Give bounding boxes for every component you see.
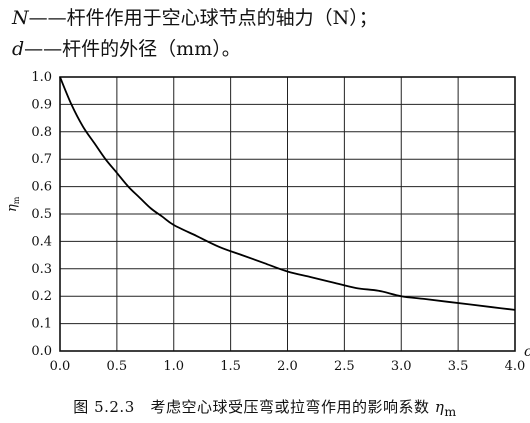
symbol-d: d xyxy=(12,38,25,60)
x-tick-label: 2.5 xyxy=(334,359,355,374)
x-tick-label: 3.5 xyxy=(448,359,469,374)
eta-curve xyxy=(59,76,516,311)
y-axis-label-subscript: m xyxy=(12,196,21,204)
y-tick-label: 0.2 xyxy=(31,289,52,304)
x-tick-label: 0.0 xyxy=(50,359,71,374)
x-axis-label: c xyxy=(524,344,530,360)
y-tick-label: 0.3 xyxy=(31,262,52,277)
definition-dash: —— xyxy=(28,7,67,29)
caption-symbol: η xyxy=(434,398,445,416)
y-tick-label: 0.9 xyxy=(31,97,52,112)
definition-line-n: N——杆件作用于空心球节点的轴力（N）； xyxy=(12,6,378,30)
y-tick-label: 1.0 xyxy=(31,70,52,85)
figure-number: 图 5.2.3 xyxy=(73,398,135,416)
x-tick-label: 3.0 xyxy=(391,359,412,374)
y-tick-label: 0.5 xyxy=(31,207,52,222)
figure-caption: 图 5.2.3 考虑空心球受压弯或拉弯作用的影响系数 ηm xyxy=(0,396,530,419)
x-tick-label: 2.0 xyxy=(277,359,298,374)
y-tick-label: 0.8 xyxy=(31,125,52,140)
x-tick-label: 0.5 xyxy=(107,359,128,374)
y-tick-label: 0.4 xyxy=(31,234,52,249)
y-tick-label: 0.0 xyxy=(31,344,52,359)
x-tick-label: 1.0 xyxy=(163,359,184,374)
eta-chart: 0.0 0.5 1.0 1.5 2.0 2.5 3.0 3.5 4.0 0.0 0.1 0.2 0.3 0… xyxy=(5,70,530,374)
definition-dash: —— xyxy=(24,38,63,60)
y-tick-label: 0.7 xyxy=(31,152,52,167)
x-tick-label: 4.0 xyxy=(505,359,526,374)
y-tick-label: 0.6 xyxy=(31,180,52,195)
plot-frame xyxy=(59,76,516,352)
definition-text: 杆件作用于空心球节点的轴力（N）； xyxy=(66,7,378,29)
y-axis-label: ηm xyxy=(5,196,21,212)
symbol-n: N xyxy=(12,7,29,29)
definition-text: 杆件的外径（mm）。 xyxy=(62,38,241,60)
caption-subscript: m xyxy=(444,404,457,419)
x-tick-label: 1.5 xyxy=(220,359,241,374)
caption-text: 考虑空心球受压弯或拉弯作用的影响系数 xyxy=(150,398,430,416)
y-tick-label: 0.1 xyxy=(31,317,52,332)
definition-line-d: d——杆件的外径（mm）。 xyxy=(12,37,241,61)
